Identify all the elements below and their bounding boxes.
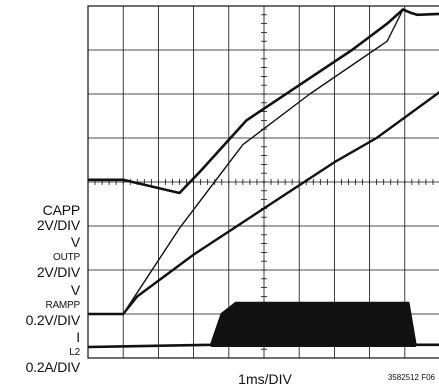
inductor-current-ripple <box>210 303 416 347</box>
trace-capp <box>88 8 439 195</box>
trace-vrampp <box>88 91 439 316</box>
grid <box>87 5 439 359</box>
channel-label-il2: I L2 0.2A/DIV <box>25 329 81 375</box>
figure-id: 3582512 F06 <box>387 373 435 382</box>
channel-label-capp: CAPP 2V/DIV <box>36 202 80 233</box>
trace-voutp <box>88 8 439 315</box>
x-axis-label: 1ms/DIV <box>238 371 292 387</box>
channel-label-vrampp: V RAMPP 0.2V/DIV <box>25 282 81 328</box>
channel-label-voutp: V OUTP 2V/DIV <box>36 234 80 280</box>
ripple-band <box>210 303 416 347</box>
